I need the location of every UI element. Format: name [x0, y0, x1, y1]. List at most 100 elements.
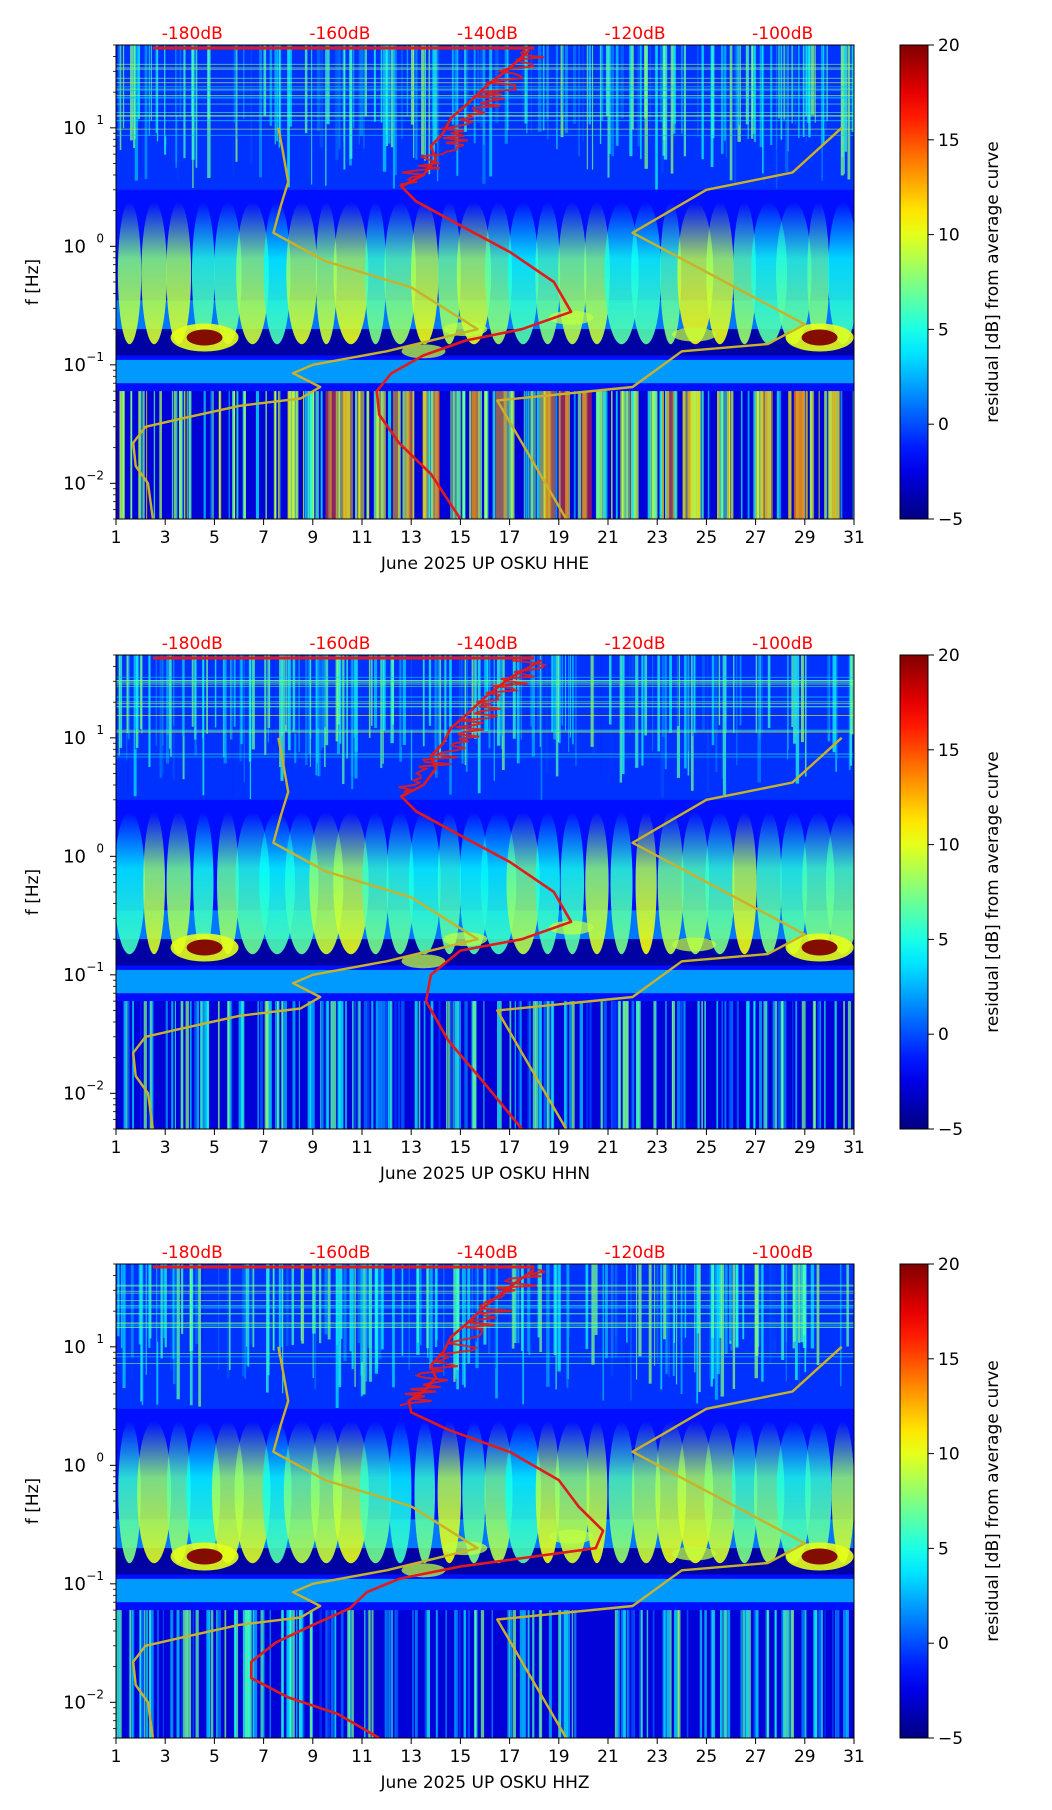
heatmap-streak: [788, 391, 792, 519]
heatmap-streak: [665, 391, 667, 519]
x-tick-label: 3: [160, 1747, 171, 1767]
heatmap-streak: [343, 45, 346, 170]
heatmap-streak: [159, 391, 162, 519]
heatmap-streak: [129, 45, 133, 141]
heatmap-streak: [733, 655, 735, 733]
heatmap-streak: [724, 1001, 727, 1129]
heatmap-streak: [677, 1001, 681, 1129]
heatmap-streak: [724, 1264, 728, 1354]
heatmap-patch: [672, 1546, 717, 1561]
colorbar-tick-label: 5: [938, 320, 949, 340]
heatmap-streak: [661, 45, 664, 173]
heatmap-streak: [546, 45, 549, 140]
heatmap-spectral-line: [116, 676, 854, 678]
heatmap-streak: [120, 391, 123, 519]
heatmap-streak: [140, 45, 142, 174]
heatmap-streak: [792, 1001, 794, 1129]
heatmap-streak: [175, 391, 177, 519]
heatmap-spectral-line: [116, 753, 854, 755]
heatmap-streak: [307, 1001, 310, 1129]
colorbar: 20 15 10 5 0 −5 residual [dB] from average cur…: [899, 36, 1003, 530]
heatmap-lowfreq-band: [666, 391, 675, 519]
heatmap-streak: [288, 1610, 291, 1738]
heatmap-streak: [414, 1001, 418, 1129]
heatmap-streak: [392, 45, 395, 189]
heatmap-plume: [186, 1420, 221, 1564]
heatmap-streak: [781, 1001, 783, 1129]
heatmap-streak: [335, 1264, 339, 1408]
heatmap-spectral-line: [116, 88, 854, 90]
x-tick-label: 11: [351, 1747, 373, 1767]
heatmap-streak: [665, 1264, 668, 1374]
x-tick-label: 5: [209, 1747, 220, 1767]
heatmap-streak: [394, 1001, 397, 1129]
heatmap-plume: [805, 1420, 832, 1564]
heatmap-plume: [705, 811, 735, 955]
heatmap-spectral-line: [116, 89, 854, 91]
heatmap-streak: [824, 391, 827, 519]
heatmap-streak: [294, 655, 298, 734]
heatmap-plume: [704, 1420, 736, 1564]
heatmap-streak: [174, 1001, 177, 1129]
heatmap-streak: [153, 391, 156, 519]
heatmap: [116, 655, 854, 1129]
heatmap-streak: [602, 1264, 604, 1401]
heatmap-streak: [444, 655, 447, 742]
top-db-label: -160dB: [309, 1243, 370, 1263]
heatmap-streak: [647, 391, 651, 519]
heatmap-streak: [491, 1610, 493, 1738]
heatmap-streak: [132, 1001, 134, 1129]
heatmap-streak: [783, 1610, 787, 1738]
heatmap-hotspot: [801, 939, 838, 956]
heatmap-streak: [402, 655, 407, 745]
heatmap-spectral-line: [116, 1300, 854, 1302]
x-tick-label: 27: [745, 1747, 767, 1767]
heatmap-streak: [573, 391, 576, 519]
y-tick-label-exponent: 0: [96, 231, 104, 245]
heatmap-streak: [316, 45, 320, 132]
heatmap-streak: [249, 1264, 251, 1368]
heatmap-streak: [269, 45, 273, 126]
heatmap-hotspot: [186, 329, 223, 346]
heatmap-streak: [392, 1264, 395, 1388]
top-db-label: -180dB: [162, 24, 223, 44]
x-tick-label: 17: [499, 528, 521, 548]
x-tick-label: 5: [209, 528, 220, 548]
x-tick-label: 19: [548, 528, 570, 548]
heatmap-streak: [791, 45, 793, 124]
heatmap-streak: [292, 1610, 295, 1738]
heatmap-streak: [616, 1610, 620, 1738]
heatmap-streak: [292, 655, 296, 732]
top-db-label: -100dB: [752, 24, 813, 44]
heatmap-plume: [362, 811, 389, 955]
heatmap-streak: [196, 655, 199, 746]
heatmap-streak: [434, 45, 438, 144]
heatmap-plume: [635, 811, 657, 955]
heatmap-streak: [463, 1610, 467, 1738]
heatmap-streak: [454, 1001, 456, 1129]
heatmap-streak: [141, 1264, 144, 1406]
heatmap-streak: [635, 1001, 640, 1129]
heatmap-streak: [279, 1264, 281, 1350]
x-tick-label: 9: [307, 1138, 318, 1158]
heatmap-streak: [231, 655, 235, 797]
heatmap-streak: [218, 391, 222, 519]
heatmap-streak: [298, 1001, 300, 1129]
heatmap-plume: [414, 1420, 436, 1564]
heatmap-streak: [455, 1001, 459, 1129]
heatmap-streak: [196, 1001, 200, 1129]
heatmap-streak: [702, 391, 704, 519]
heatmap-streak: [847, 1001, 852, 1129]
heatmap-streak: [188, 1610, 192, 1738]
heatmap-streak: [259, 1001, 263, 1129]
x-axis-label: June 2025 UP OSKU HHN: [379, 1164, 590, 1184]
heatmap-streak: [195, 1264, 199, 1345]
heatmap-plume: [408, 811, 441, 955]
heatmap-streak: [569, 1001, 572, 1129]
heatmap-patch: [443, 322, 488, 337]
heatmap-lowfreq-band: [432, 391, 440, 519]
heatmap-streak: [824, 1001, 826, 1129]
heatmap-streak: [795, 1001, 798, 1129]
heatmap-streak: [265, 391, 268, 519]
